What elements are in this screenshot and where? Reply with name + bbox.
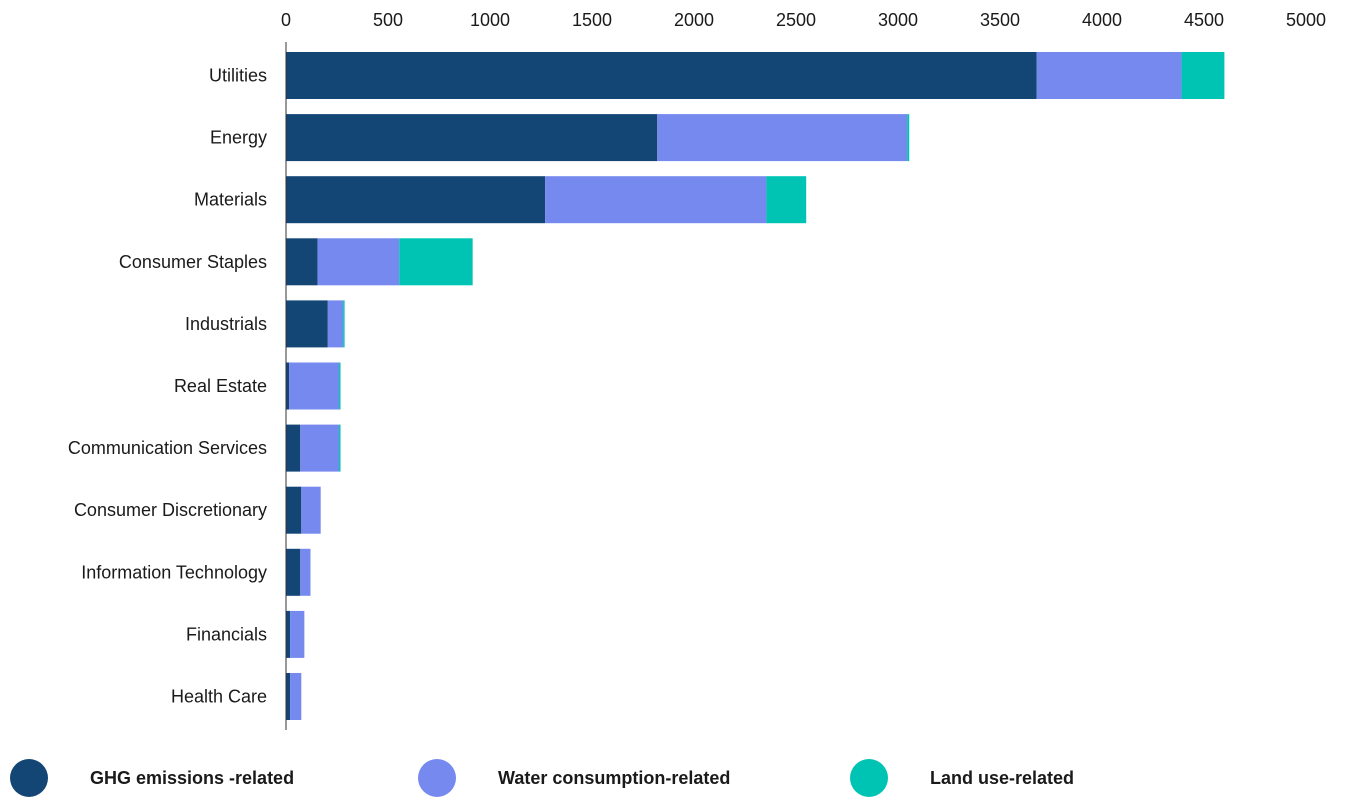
x-tick-label: 0 bbox=[281, 10, 291, 30]
bar-segment-ghg bbox=[286, 362, 290, 410]
category-label: Health Care bbox=[171, 687, 267, 707]
bar-segment-land bbox=[907, 114, 910, 162]
category-label: Information Technology bbox=[81, 562, 267, 582]
x-tick-label: 2000 bbox=[674, 10, 714, 30]
bar-segment-water bbox=[1036, 52, 1182, 99]
bar-segment-ghg bbox=[286, 548, 301, 596]
x-tick-label: 3500 bbox=[980, 10, 1020, 30]
bar-segment-water bbox=[327, 300, 344, 348]
x-tick-label: 5000 bbox=[1286, 10, 1326, 30]
bar-segment-ghg bbox=[286, 300, 328, 348]
legend: GHG emissions -related Water consumption… bbox=[0, 758, 1365, 798]
bar-segment-ghg bbox=[286, 424, 301, 472]
x-tick-label: 4500 bbox=[1184, 10, 1224, 30]
category-label: Materials bbox=[194, 190, 267, 210]
bar-segment-ghg bbox=[286, 486, 302, 534]
category-label: Communication Services bbox=[68, 438, 267, 458]
bar-segment-water bbox=[317, 238, 400, 286]
x-axis-ticks: 0 500 1000 1500 2000 2500 3000 3500 4000 4500 5000 bbox=[281, 10, 1326, 30]
bar-segment-water bbox=[545, 176, 767, 224]
bar-segment-water bbox=[657, 114, 908, 162]
x-tick-label: 1500 bbox=[572, 10, 612, 30]
bar-segment-land bbox=[1181, 52, 1225, 99]
legend-swatch-water bbox=[418, 759, 456, 797]
bar-segment-ghg bbox=[286, 673, 291, 720]
category-label: Industrials bbox=[185, 314, 267, 334]
bar-segment-water bbox=[290, 673, 302, 720]
category-label: Consumer Staples bbox=[119, 252, 267, 272]
bar-segment-land bbox=[339, 362, 341, 410]
bar-segment-land bbox=[766, 176, 807, 224]
chart-svg: 0 500 1000 1500 2000 2500 3000 3500 4000 4500 5000… bbox=[68, 10, 1326, 730]
bar-segment-ghg bbox=[286, 114, 658, 162]
bar-segment-water bbox=[290, 610, 305, 658]
category-label: Real Estate bbox=[174, 376, 267, 396]
legend-label-water: Water consumption-related bbox=[498, 767, 731, 788]
bar-segment-water bbox=[301, 486, 321, 534]
bar-segment-ghg bbox=[286, 176, 546, 224]
bar-segment-ghg bbox=[286, 238, 318, 286]
bars bbox=[286, 52, 1225, 720]
legend-swatch-land bbox=[850, 759, 888, 797]
bar-segment-water bbox=[289, 362, 340, 410]
bar-segment-land bbox=[339, 424, 341, 472]
x-tick-label: 1000 bbox=[470, 10, 510, 30]
x-tick-label: 500 bbox=[373, 10, 403, 30]
category-label: Financials bbox=[186, 624, 267, 644]
legend-item-land: Land use-related bbox=[850, 758, 1074, 798]
bar-segment-land bbox=[399, 238, 473, 286]
category-label: Consumer Discretionary bbox=[74, 500, 267, 520]
legend-swatch-ghg bbox=[10, 759, 48, 797]
bar-segment-land bbox=[343, 300, 345, 348]
legend-label-ghg: GHG emissions -related bbox=[90, 767, 295, 788]
category-label: Energy bbox=[210, 128, 267, 148]
bar-segment-water bbox=[300, 548, 311, 596]
category-label: Utilities bbox=[209, 66, 267, 86]
bar-segment-ghg bbox=[286, 610, 291, 658]
y-axis-labels: Utilities Energy Materials Consumer Staples… bbox=[68, 66, 267, 707]
legend-item-ghg: GHG emissions -related bbox=[10, 758, 294, 798]
x-tick-label: 4000 bbox=[1082, 10, 1122, 30]
legend-label-land: Land use-related bbox=[930, 767, 1075, 788]
bar-segment-ghg bbox=[286, 52, 1037, 99]
bar-segment-water bbox=[300, 424, 340, 472]
x-tick-label: 2500 bbox=[776, 10, 816, 30]
x-tick-label: 3000 bbox=[878, 10, 918, 30]
legend-item-water: Water consumption-related bbox=[418, 758, 730, 798]
